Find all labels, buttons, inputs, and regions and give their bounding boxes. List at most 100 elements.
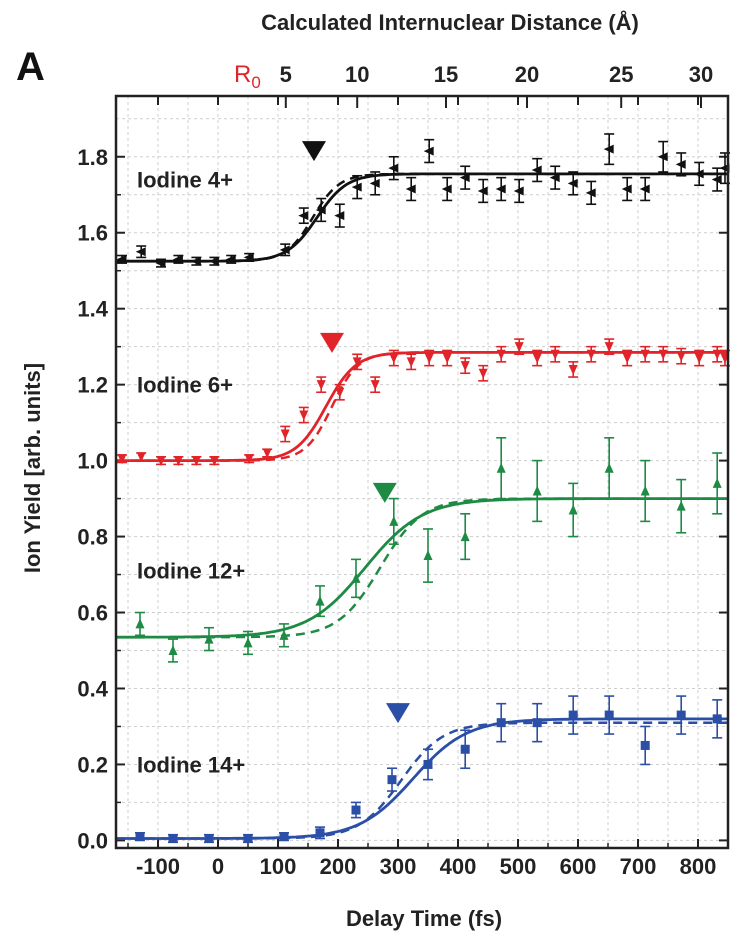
data-point [711, 175, 722, 185]
x-tick-label: 800 [680, 854, 717, 879]
data-point [658, 349, 668, 360]
data-point [694, 353, 704, 364]
data-point [315, 205, 326, 215]
data-point [496, 718, 506, 728]
y-tick-label: 1.8 [77, 145, 108, 170]
data-point [335, 387, 345, 398]
data-point [279, 832, 289, 842]
data-point [586, 349, 596, 360]
data-point [603, 144, 614, 154]
data-point [712, 349, 722, 360]
data-point [531, 165, 542, 175]
data-point [243, 252, 254, 262]
data-point [243, 834, 253, 844]
data-point [352, 357, 362, 368]
data-point [640, 740, 650, 750]
data-point [225, 254, 236, 264]
x-axis-title: Delay Time (fs) [346, 906, 502, 931]
data-point [316, 380, 326, 391]
y-tick-label: 0.2 [77, 752, 108, 777]
data-point [279, 245, 290, 255]
series-label: Iodine 12+ [137, 559, 245, 584]
data-point [460, 744, 470, 754]
data-point [477, 186, 488, 196]
top-tick-label: 15 [434, 62, 458, 87]
series-label: Iodine 14+ [137, 752, 245, 777]
data-point [712, 477, 722, 488]
data-point [712, 714, 722, 724]
data-point [604, 710, 614, 720]
y-tick-label: 0.6 [77, 601, 108, 626]
data-point [389, 353, 399, 364]
data-point [424, 353, 434, 364]
data-point [155, 258, 166, 268]
y-tick-label: 1.6 [77, 221, 108, 246]
x-tick-label: 700 [620, 854, 657, 879]
data-point [389, 515, 399, 526]
top-axis-r0-label: R0 [234, 61, 261, 92]
fit-layer [116, 172, 728, 840]
data-point [387, 775, 397, 785]
data-point [514, 342, 524, 353]
data-point [441, 184, 452, 194]
y-axis-title: Ion Yield [arb. units] [20, 363, 45, 573]
fit-curve-dashed [116, 721, 728, 840]
data-point [191, 456, 201, 467]
x-tick-label: 0 [212, 854, 224, 879]
data-point [568, 364, 578, 375]
data-point [168, 645, 178, 656]
data-point [334, 211, 345, 221]
data-point [550, 349, 560, 360]
fit-curve-dashed [116, 351, 728, 462]
data-point [156, 456, 166, 467]
data-point [370, 380, 380, 391]
x-tick-label: -100 [136, 854, 180, 879]
data-point [244, 454, 254, 465]
onset-arrow-marker [386, 703, 410, 724]
data-point [532, 353, 542, 364]
data-point [585, 188, 596, 198]
top-tick-label: 10 [345, 62, 369, 87]
data-point [168, 834, 178, 844]
data-point [604, 342, 614, 353]
data-point [298, 211, 309, 221]
y-tick-label: 1.4 [77, 297, 108, 322]
data-point [204, 834, 214, 844]
data-point [532, 485, 542, 496]
point-layer [116, 133, 730, 844]
data-point [423, 146, 434, 156]
data-point [388, 163, 399, 173]
data-point [208, 256, 219, 266]
data-point [135, 247, 146, 257]
data-point [369, 178, 380, 188]
data-point [676, 351, 686, 362]
data-point [299, 410, 309, 421]
data-point [676, 710, 686, 720]
data-point [279, 629, 289, 640]
y-tick-label: 1.2 [77, 373, 108, 398]
top-tick-label: 30 [689, 62, 713, 87]
data-point [568, 710, 578, 720]
y-tick-label: 0.8 [77, 525, 108, 550]
data-point [405, 184, 416, 194]
data-point [116, 254, 127, 264]
x-tick-label: 300 [380, 854, 417, 879]
data-point [532, 718, 542, 728]
data-point [604, 462, 614, 473]
top-axis-title: Calculated Internuclear Distance (Å) [261, 9, 639, 35]
data-point [117, 454, 127, 465]
data-point [315, 828, 325, 838]
plot-frame [114, 94, 730, 850]
data-point [135, 618, 145, 629]
data-point [172, 254, 183, 264]
data-point [460, 361, 470, 372]
x-tick-label: 400 [440, 854, 477, 879]
data-point [693, 169, 704, 179]
data-point [496, 349, 506, 360]
y-tick-label: 1.0 [77, 449, 108, 474]
x-tick-label: 500 [500, 854, 537, 879]
fit-curve-solid [116, 497, 728, 639]
r0-symbol: R [234, 61, 251, 88]
data-point [657, 152, 668, 162]
